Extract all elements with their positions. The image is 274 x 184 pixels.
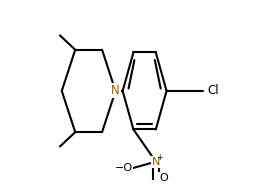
Text: N: N (152, 157, 160, 167)
Text: O: O (159, 173, 168, 183)
Text: N: N (111, 84, 120, 98)
Text: −O: −O (115, 163, 133, 173)
Text: Cl: Cl (208, 84, 219, 98)
Text: +: + (156, 153, 163, 162)
